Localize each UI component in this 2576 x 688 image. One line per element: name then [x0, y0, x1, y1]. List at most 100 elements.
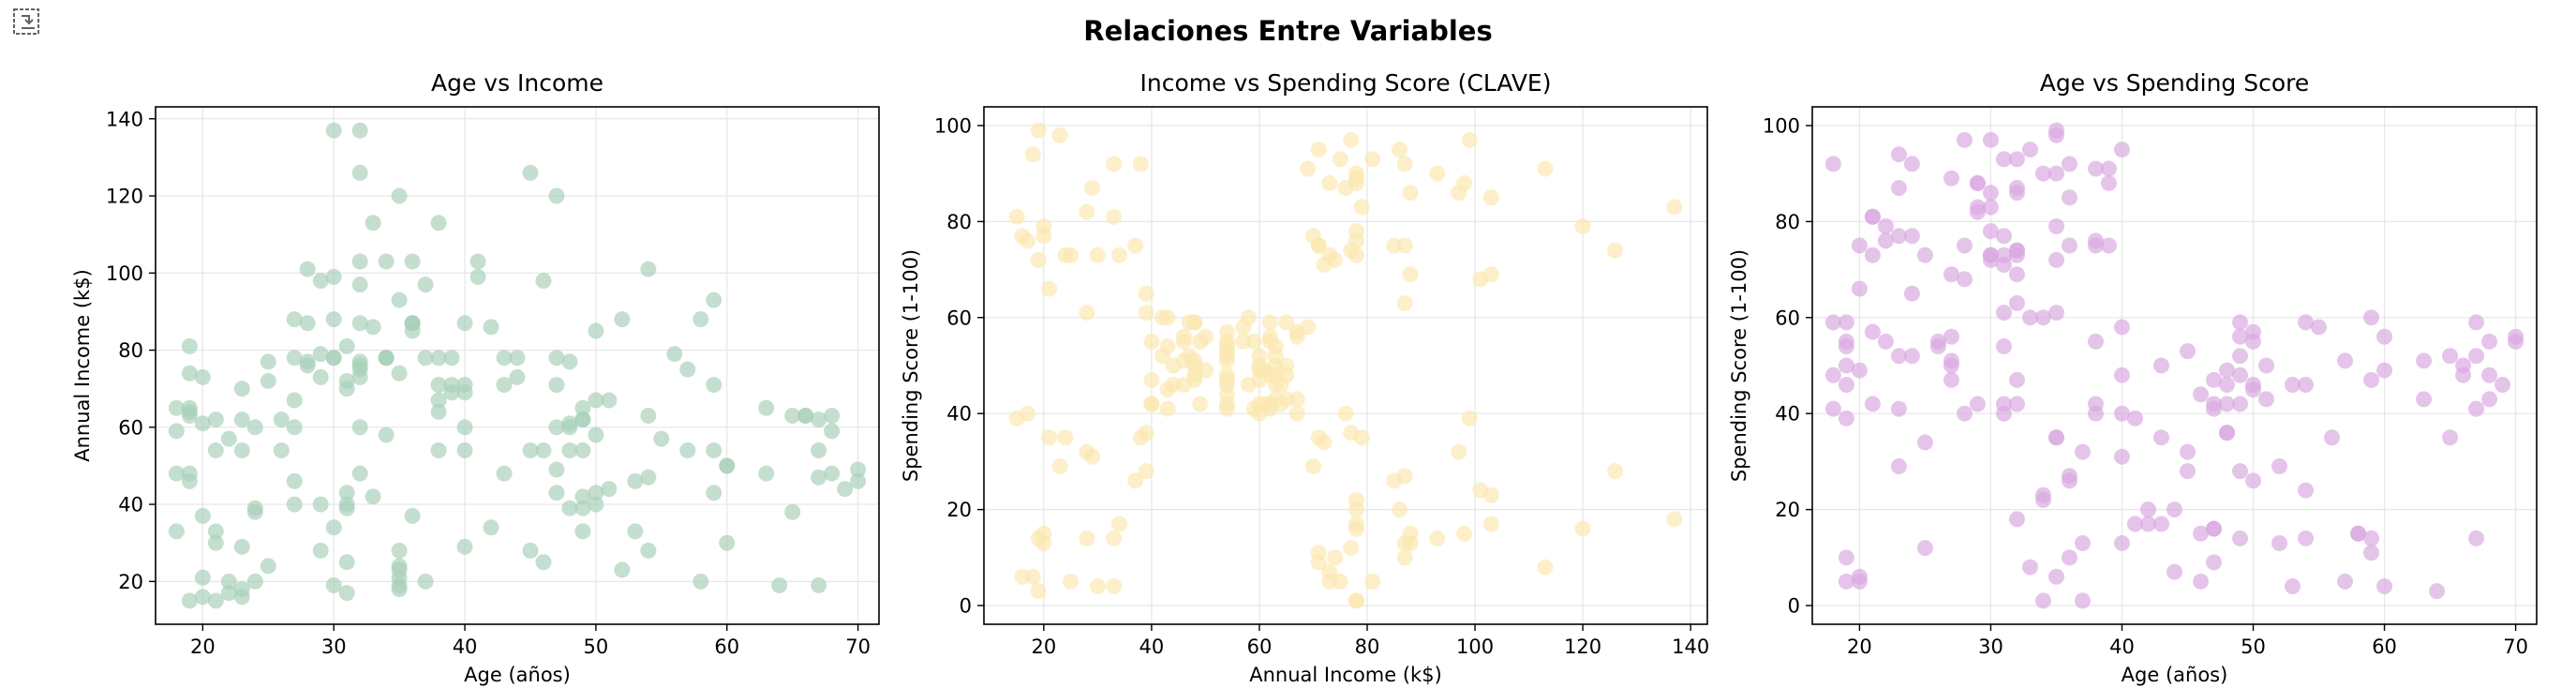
data-point — [2021, 559, 2038, 576]
data-point — [2152, 516, 2169, 532]
data-point — [496, 377, 513, 394]
data-point — [430, 441, 447, 458]
data-point — [456, 377, 473, 394]
data-point — [1008, 208, 1025, 225]
data-point — [1396, 237, 1413, 254]
data-point — [2232, 366, 2249, 383]
y-tick-label: 20 — [1775, 499, 1800, 521]
data-point — [1089, 247, 1106, 263]
data-point — [1982, 185, 1999, 202]
data-point — [2468, 348, 2485, 365]
data-point — [2363, 545, 2380, 561]
data-point — [1143, 333, 1160, 350]
data-point — [1063, 247, 1080, 263]
data-point — [509, 368, 526, 385]
x-axis-label: Age (años) — [2122, 664, 2228, 686]
data-point — [1890, 348, 1907, 365]
data-point — [1084, 180, 1101, 197]
data-point — [2245, 323, 2262, 340]
data-point — [1429, 530, 1446, 546]
x-axis-label: Age (años) — [464, 664, 571, 686]
data-point — [2206, 371, 2223, 388]
data-point — [509, 350, 526, 366]
data-point — [2376, 578, 2393, 595]
data-point — [2481, 391, 2498, 408]
data-point — [574, 399, 591, 416]
data-point — [548, 419, 565, 436]
data-point — [351, 315, 368, 332]
data-point — [1348, 170, 1365, 187]
data-point — [1838, 376, 1854, 393]
data-point — [312, 542, 329, 559]
data-point — [2167, 563, 2182, 580]
data-point — [1143, 371, 1160, 388]
data-point — [1982, 199, 1999, 216]
y-tick-label: 60 — [118, 416, 143, 439]
data-point — [2468, 400, 2485, 417]
data-point — [758, 465, 775, 482]
data-point — [1020, 405, 1036, 422]
scatter-panel-3: 20 30 40 50 60 70 0 20 40 60 80 100 Age vs Spending … — [1728, 69, 2538, 686]
data-point — [1218, 323, 1235, 340]
data-point — [168, 523, 185, 540]
data-point — [850, 461, 867, 478]
axes-frame — [1811, 106, 2538, 625]
data-point — [378, 253, 395, 270]
data-point — [1903, 228, 1920, 245]
data-point — [1396, 549, 1413, 566]
data-point — [2021, 309, 2038, 326]
data-point — [351, 253, 368, 270]
data-point — [1186, 371, 1203, 388]
data-point — [535, 441, 552, 458]
data-point — [2416, 352, 2433, 369]
data-point — [1218, 400, 1235, 417]
data-point — [2113, 142, 2130, 158]
data-point — [417, 350, 434, 366]
data-point — [2442, 348, 2459, 365]
data-point — [2363, 530, 2380, 546]
data-point — [338, 554, 355, 571]
data-point — [1482, 266, 1499, 283]
data-point — [351, 277, 368, 293]
data-point — [1574, 218, 1591, 235]
data-point — [1138, 463, 1154, 480]
data-point — [2442, 429, 2459, 446]
data-point — [811, 441, 827, 458]
data-point — [1079, 203, 1095, 220]
data-point — [2061, 468, 2077, 485]
data-point — [404, 507, 421, 524]
data-point — [784, 407, 801, 424]
data-point — [2363, 371, 2380, 388]
data-point — [784, 503, 801, 520]
data-point — [233, 381, 250, 397]
data-point — [2047, 429, 2064, 446]
data-point — [233, 538, 250, 555]
data-point — [299, 353, 316, 370]
data-point — [194, 507, 211, 524]
data-point — [1326, 549, 1343, 566]
data-point — [1943, 170, 1959, 187]
y-tick-label: 40 — [1775, 403, 1800, 426]
data-point — [194, 415, 211, 432]
data-point — [1838, 549, 1854, 566]
data-point — [351, 419, 368, 436]
y-axis-label: Annual Income (k$) — [71, 269, 94, 462]
data-point — [640, 261, 657, 277]
data-point — [404, 253, 421, 270]
data-point — [1838, 338, 1854, 355]
data-point — [1903, 285, 1920, 302]
data-point — [207, 534, 224, 551]
data-point — [1824, 314, 1841, 331]
data-point — [1192, 396, 1209, 412]
data-point — [2113, 405, 2130, 422]
data-point — [2206, 520, 2223, 537]
data-point — [1035, 534, 1052, 551]
data-point — [456, 538, 473, 555]
data-point — [2298, 376, 2315, 393]
data-point — [653, 430, 670, 447]
data-point — [1607, 242, 1624, 259]
data-point — [719, 534, 736, 551]
data-point — [2047, 218, 2064, 235]
expand-output-icon[interactable] — [11, 6, 45, 39]
